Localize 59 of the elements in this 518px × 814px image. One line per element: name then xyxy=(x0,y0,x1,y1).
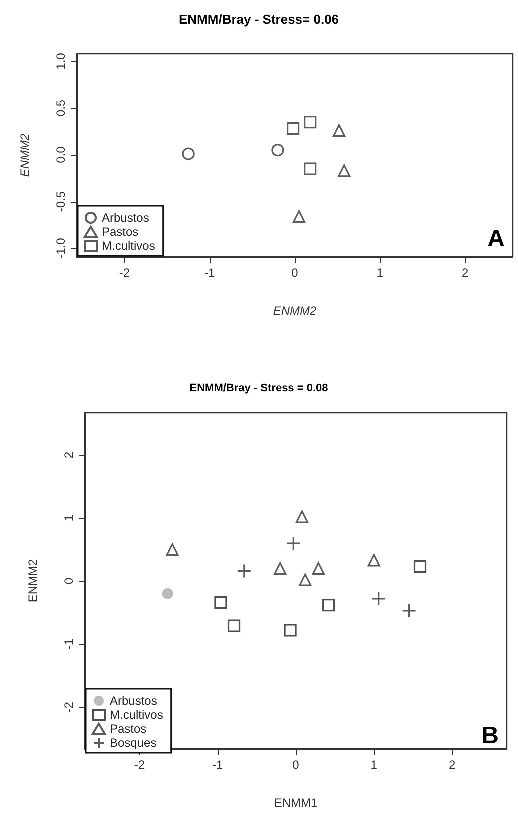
point xyxy=(402,604,417,618)
y-tick-label: -2 xyxy=(62,702,76,713)
x-tick-label: -2 xyxy=(119,266,130,280)
x-tick-label: 0 xyxy=(292,758,300,772)
point xyxy=(286,536,301,551)
x-tick-label: 2 xyxy=(462,266,469,280)
point xyxy=(338,164,351,178)
y-tick-label: 1.0 xyxy=(54,52,68,70)
point xyxy=(304,116,317,129)
point xyxy=(299,574,312,586)
y-tick-label: 1 xyxy=(62,514,76,522)
x-tick-label: -1 xyxy=(204,266,216,280)
legend-label: Pastos xyxy=(102,225,139,239)
y-tick-label: 0 xyxy=(62,578,76,585)
y-tick-label: -1 xyxy=(62,638,76,650)
point xyxy=(368,554,380,567)
point xyxy=(228,620,241,632)
x-axis-title: ENMM2 xyxy=(273,304,317,318)
legend-label: Arbustos xyxy=(110,694,158,708)
point xyxy=(274,562,287,576)
y-tick-label: 2 xyxy=(62,452,76,459)
legend-label: M.cultivos xyxy=(110,708,164,722)
point xyxy=(162,588,174,600)
point xyxy=(284,624,297,637)
y-axis-title: ENMM2 xyxy=(18,134,32,178)
y-tick-label: -0.5 xyxy=(54,191,68,212)
point xyxy=(237,564,252,579)
x-tick-label: -1 xyxy=(212,758,224,772)
point xyxy=(296,510,309,524)
legend-label: Arbustos xyxy=(102,211,150,225)
x-tick-label: 1 xyxy=(370,758,378,772)
annotation: A xyxy=(488,226,506,252)
point xyxy=(332,124,346,138)
y-tick-label: 0.5 xyxy=(54,100,68,117)
point xyxy=(286,122,300,136)
y-axis-title: ENMM2 xyxy=(26,559,40,603)
point xyxy=(182,148,195,160)
point xyxy=(272,144,284,157)
x-axis-title: ENMM1 xyxy=(274,796,318,810)
x-tick-label: -2 xyxy=(134,758,146,772)
legend-label: Pastos xyxy=(110,722,147,736)
x-tick-label: 1 xyxy=(376,266,384,280)
point xyxy=(414,560,427,574)
y-tick-label: 0.0 xyxy=(54,146,68,164)
x-tick-label: 2 xyxy=(448,758,456,772)
legend-label: Bosques xyxy=(110,736,157,750)
y-tick-label: -1.0 xyxy=(54,238,68,259)
point xyxy=(214,596,228,610)
point xyxy=(304,162,317,176)
point xyxy=(292,210,306,224)
chart-title: ENMM/Bray - Stress = 0.08 xyxy=(190,382,328,394)
annotation: B xyxy=(482,722,500,750)
chart-title: ENMM/Bray - Stress= 0.06 xyxy=(178,12,340,27)
point xyxy=(322,598,336,612)
legend-label: M.cultivos xyxy=(102,239,156,253)
point xyxy=(372,592,386,606)
point xyxy=(166,543,179,556)
point xyxy=(312,562,325,576)
x-tick-label: 0 xyxy=(292,266,299,280)
